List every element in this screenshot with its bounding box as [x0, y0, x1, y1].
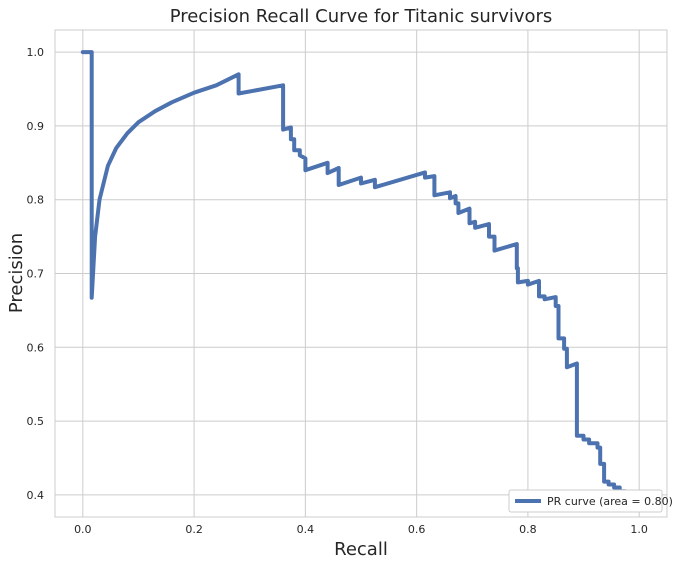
- series-group: [80, 50, 642, 497]
- x-tick-label: 0.6: [408, 523, 426, 536]
- x-tick-label: 0.2: [185, 523, 203, 536]
- y-tick-label: 0.9: [27, 120, 45, 133]
- x-axis-label: Recall: [334, 539, 388, 560]
- y-tick-label: 1.0: [27, 46, 45, 59]
- x-tick-label: 0.4: [297, 523, 315, 536]
- legend-box: [508, 489, 663, 513]
- x-tick-label: 0.0: [74, 523, 92, 536]
- x-tick-label: 0.8: [519, 523, 537, 536]
- legend: PR curve (area = 0.80): [508, 489, 673, 513]
- tick-labels: 0.0 0.2 0.4 0.6 0.8 1.0 0.4 0.5 0.6 0.7 0.8 0.9 1.0: [27, 46, 648, 536]
- pr-curve-line: [80, 50, 642, 497]
- y-tick-label: 0.4: [27, 489, 45, 502]
- legend-label: PR curve (area = 0.80): [547, 495, 673, 508]
- y-tick-label: 0.8: [27, 194, 45, 207]
- chart-title: Precision Recall Curve for Titanic survi…: [170, 6, 553, 27]
- y-tick-label: 0.5: [27, 415, 45, 428]
- y-tick-label: 0.7: [27, 268, 45, 281]
- y-tick-label: 0.6: [27, 341, 45, 354]
- y-axis-label: Precision: [6, 233, 27, 313]
- x-tick-label: 1.0: [630, 523, 648, 536]
